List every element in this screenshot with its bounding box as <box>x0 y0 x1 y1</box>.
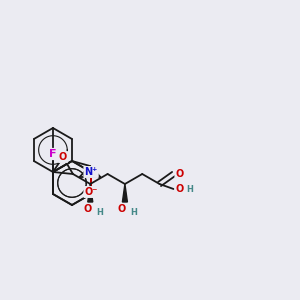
Text: H: H <box>186 184 193 194</box>
Polygon shape <box>122 184 128 202</box>
Text: O⁻: O⁻ <box>84 187 98 197</box>
Text: H: H <box>96 208 103 217</box>
Text: F: F <box>49 149 57 159</box>
Text: H: H <box>130 208 137 217</box>
Text: O: O <box>176 184 184 194</box>
Text: O: O <box>176 169 184 179</box>
Text: O: O <box>118 204 126 214</box>
Text: O: O <box>83 204 92 214</box>
Text: N⁺: N⁺ <box>84 167 98 177</box>
Polygon shape <box>88 184 93 202</box>
Text: O: O <box>59 152 67 162</box>
